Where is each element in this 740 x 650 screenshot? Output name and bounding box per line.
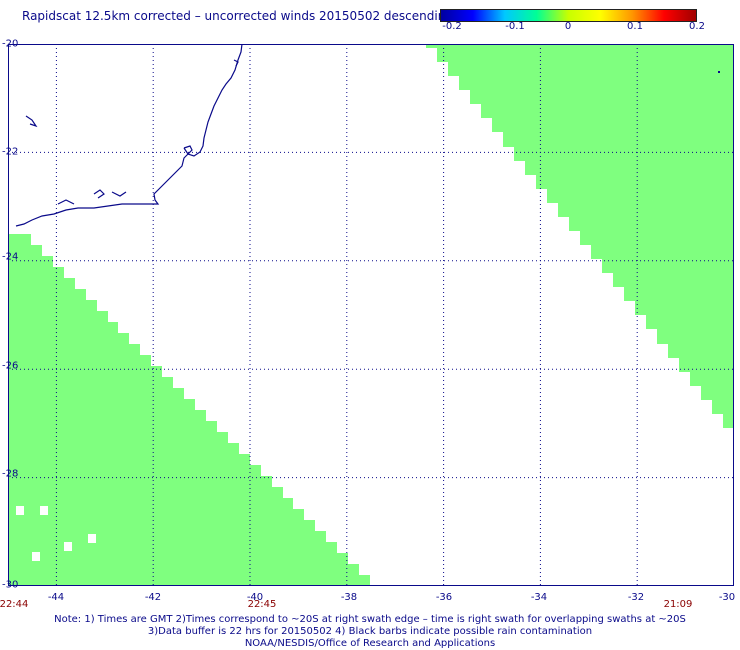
swath-time: 21:09 [663, 599, 693, 610]
lon-label: -38 [340, 592, 358, 603]
colorbar-tick: -0.1 [505, 21, 525, 32]
data-gap [16, 506, 24, 515]
swath-time: 22:45 [247, 599, 277, 610]
data-gap [64, 542, 72, 551]
lon-label: -30 [718, 592, 736, 603]
lon-label: -44 [47, 592, 65, 603]
lat-label: -24 [2, 251, 19, 263]
colorbar-tick: 0.1 [627, 21, 643, 32]
plot-border [8, 44, 734, 586]
colorbar [440, 9, 697, 22]
brazil-coastline [15, 44, 243, 227]
data-gap [32, 552, 40, 561]
lat-label: -30 [2, 579, 19, 591]
lon-label: -36 [435, 592, 453, 603]
colorbar-tick: 0.2 [689, 21, 705, 32]
map-title: Rapidscat 12.5km corrected – uncorrected… [22, 9, 453, 23]
lon-label: -34 [530, 592, 548, 603]
coastline-bay [25, 59, 239, 205]
swath-left [8, 234, 370, 586]
island-marker [718, 71, 720, 73]
lat-label: -26 [2, 360, 19, 372]
colorbar-tick: 0 [564, 21, 572, 32]
footnote-line-1: Note: 1) Times are GMT 2)Times correspon… [54, 614, 686, 625]
footnote-line-3: NOAA/NESDIS/Office of Research and Appli… [244, 638, 496, 649]
data-gap [40, 506, 48, 515]
lat-label: -22 [2, 146, 19, 158]
map-plot [8, 44, 734, 586]
lon-label: -40 [246, 592, 264, 603]
lat-label: -20 [2, 38, 19, 50]
colorbar-tick: -0.2 [442, 21, 462, 32]
lat-label: -28 [2, 468, 19, 480]
data-gap [88, 534, 96, 543]
swath-right [426, 44, 734, 442]
footnote-line-2: 3)Data buffer is 22 hrs for 20150502 4) … [147, 626, 593, 637]
lon-label: -42 [144, 592, 162, 603]
lon-label: -32 [627, 592, 645, 603]
swath-time: 22:44 [0, 599, 29, 610]
